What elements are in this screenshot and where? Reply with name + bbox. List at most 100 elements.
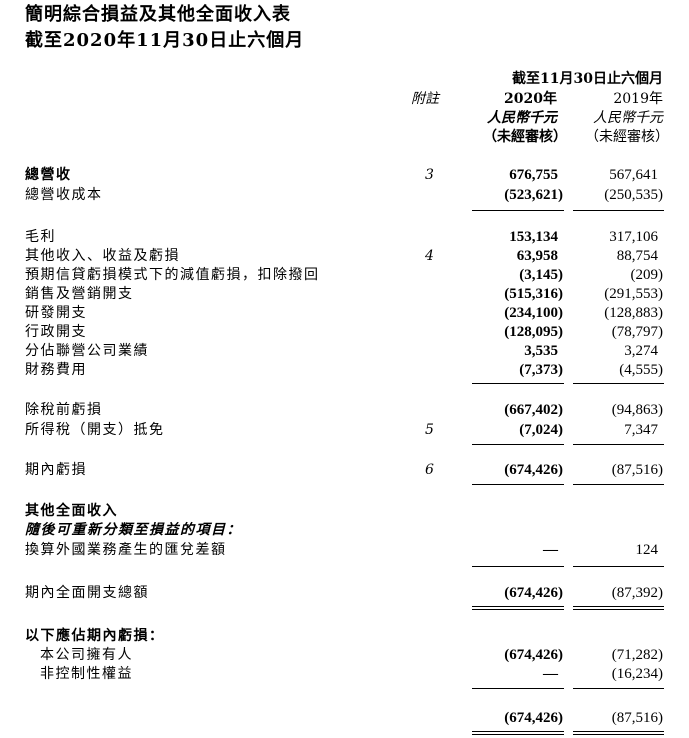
statement-row: 期內虧損 6 (674,426) (87,516) xyxy=(0,461,689,480)
row-label: 分佔聯營公司業績 xyxy=(25,343,149,359)
row-note: 3 xyxy=(425,167,434,183)
value-2020: (7,373) xyxy=(519,362,563,378)
statement-row: 銷售及營銷開支 (515,316) (291,553) xyxy=(0,285,689,304)
value-2019: (94,863) xyxy=(611,402,663,418)
value-2019: (209) xyxy=(630,267,664,283)
value-2019: 7,347 xyxy=(624,422,658,438)
col1-unit: 人民幣千元 xyxy=(487,110,557,126)
row-note: 4 xyxy=(425,248,434,264)
value-2020: (3,145) xyxy=(519,267,563,283)
col2-audit: （未經審核） xyxy=(585,129,669,145)
double-rule xyxy=(573,606,664,610)
row-label: 行政開支 xyxy=(25,324,87,340)
row-label: 財務費用 xyxy=(25,362,87,378)
row-label: 毛利 xyxy=(25,229,56,245)
value-2020: (674,426) xyxy=(504,585,563,601)
value-2019: 124 xyxy=(635,542,659,558)
statement-row: 其他收入、收益及虧損 4 63,958 88,754 xyxy=(0,247,689,266)
col2-unit: 人民幣千元 xyxy=(593,110,663,126)
value-2020: 676,755 xyxy=(509,167,558,183)
value-2019: (87,516) xyxy=(611,710,663,726)
value-2019: 88,754 xyxy=(616,248,658,264)
col1-year: 2020年 xyxy=(504,91,557,107)
double-rule xyxy=(472,731,564,735)
value-2020: (7,024) xyxy=(519,422,563,438)
statement-row: 財務費用 (7,373) (4,555) xyxy=(0,361,689,380)
value-2019: 567,641 xyxy=(609,167,658,183)
value-2019: (71,282) xyxy=(611,647,663,663)
value-2020: (523,621) xyxy=(504,187,563,203)
statement-title: 簡明綜合損益及其他全面收入表 xyxy=(25,4,291,25)
subtotal-rule xyxy=(573,444,664,445)
value-2020: (674,426) xyxy=(504,462,563,478)
subtotal-rule xyxy=(573,210,664,211)
value-2019: (128,883) xyxy=(604,305,663,321)
value-2020: 63,958 xyxy=(516,248,558,264)
statement-row: 以下應佔期內虧損： xyxy=(0,627,689,646)
value-2019: (16,234) xyxy=(611,666,663,682)
statement-row: 非控制性權益 — (16,234) xyxy=(0,665,689,684)
value-2020: — xyxy=(543,542,558,558)
statement-row: 本公司擁有人 (674,426) (71,282) xyxy=(0,646,689,665)
row-label: 預期信貸虧損模式下的減值虧損，扣除撥回 xyxy=(25,267,320,283)
statement-row: 所得稅（開支）抵免 5 (7,024) 7,347 xyxy=(0,421,689,440)
value-2019: (291,553) xyxy=(604,286,663,302)
value-2019: (87,392) xyxy=(611,585,663,601)
row-label: 期內全面開支總額 xyxy=(25,585,149,601)
value-2020: (674,426) xyxy=(504,647,563,663)
value-2020: (515,316) xyxy=(504,286,563,302)
statement-row: 毛利 153,134 317,106 xyxy=(0,228,689,247)
row-label: 除稅前虧損 xyxy=(25,402,103,418)
double-rule xyxy=(472,606,564,610)
value-2020: 153,134 xyxy=(509,229,558,245)
subtotal-rule xyxy=(573,566,664,567)
statement-row: 行政開支 (128,095) (78,797) xyxy=(0,323,689,342)
row-label: 銷售及營銷開支 xyxy=(25,286,134,302)
row-label: 其他收入、收益及虧損 xyxy=(25,248,180,264)
value-2020: 3,535 xyxy=(524,343,558,359)
value-2019: (250,535) xyxy=(604,187,663,203)
col1-audit: （未經審核） xyxy=(483,129,567,145)
row-label: 本公司擁有人 xyxy=(40,647,133,663)
double-rule xyxy=(573,731,664,735)
subtotal-rule xyxy=(472,444,564,445)
subtotal-rule xyxy=(472,383,564,384)
value-2020: (234,100) xyxy=(504,305,563,321)
value-2019: (4,555) xyxy=(619,362,663,378)
row-label: 總營收 xyxy=(25,167,72,183)
statement-row: 隨後可重新分類至損益的項目： xyxy=(0,521,689,540)
value-2019: (78,797) xyxy=(611,324,663,340)
value-2020: — xyxy=(543,666,558,682)
row-label: 期內虧損 xyxy=(25,462,87,478)
subtotal-rule xyxy=(573,688,664,689)
value-2019: 3,274 xyxy=(624,343,658,359)
statement-row: 預期信貸虧損模式下的減值虧損，扣除撥回 (3,145) (209) xyxy=(0,266,689,285)
statement-period: 截至2020年11月30日止六個月 xyxy=(25,30,305,51)
row-label: 所得稅（開支）抵免 xyxy=(25,422,165,438)
col2-year: 2019年 xyxy=(613,91,663,107)
row-label: 換算外國業務產生的匯兌差額 xyxy=(25,542,227,558)
row-note: 6 xyxy=(425,462,434,478)
statement-row: 總營收成本 (523,621) (250,535) xyxy=(0,186,689,205)
row-label: 隨後可重新分類至損益的項目： xyxy=(25,522,242,538)
subtotal-rule xyxy=(472,484,564,485)
value-2020: (128,095) xyxy=(504,324,563,340)
statement-row: 研發開支 (234,100) (128,883) xyxy=(0,304,689,323)
subtotal-rule xyxy=(573,383,664,384)
subtotal-rule xyxy=(472,688,564,689)
statement-row: 分佔聯營公司業績 3,535 3,274 xyxy=(0,342,689,361)
note-header: 附註 xyxy=(411,91,439,107)
subtotal-rule xyxy=(472,210,564,211)
statement-row: 換算外國業務產生的匯兌差額 — 124 xyxy=(0,541,689,560)
row-label: 研發開支 xyxy=(25,305,87,321)
subtotal-rule xyxy=(573,484,664,485)
statement-row: 期內全面開支總額 (674,426) (87,392) xyxy=(0,584,689,603)
value-2020: (667,402) xyxy=(504,402,563,418)
statement-row: 其他全面收入 xyxy=(0,502,689,521)
row-label: 其他全面收入 xyxy=(25,503,118,519)
value-2020: (674,426) xyxy=(504,710,563,726)
period-header: 截至11月30日止六個月 xyxy=(512,71,663,87)
statement-row: 除稅前虧損 (667,402) (94,863) xyxy=(0,401,689,420)
statement-row: 總營收 3 676,755 567,641 xyxy=(0,166,689,185)
